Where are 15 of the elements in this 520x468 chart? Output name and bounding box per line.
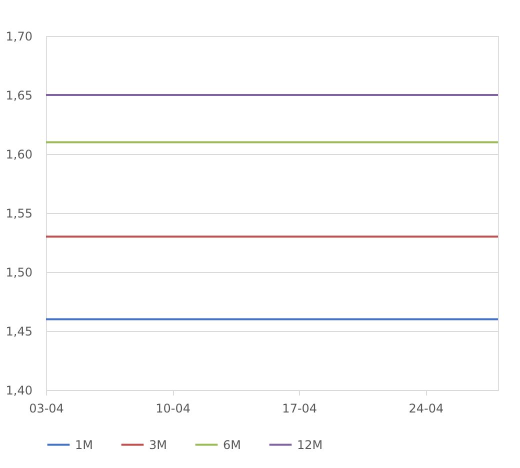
legend-label: 1M [75,438,93,452]
y-tick-label: 1,70 [6,30,32,44]
y-tick-label: 1,65 [6,88,32,102]
legend-label: 6M [223,438,241,452]
legend-label: 3M [149,438,167,452]
y-tick-label: 1,45 [6,324,32,338]
y-tick-label: 1,55 [6,206,32,220]
x-tick-label: 03-04 [29,402,64,416]
y-tick-label: 1,60 [6,148,32,162]
x-tick-label: 24-04 [408,402,444,416]
y-tick-label: 1,40 [6,384,32,398]
x-tick-label: 17-04 [282,402,318,416]
legend-label: 12M [297,438,323,452]
y-tick-label: 1,50 [6,266,32,280]
x-tick-label: 10-04 [156,402,190,416]
